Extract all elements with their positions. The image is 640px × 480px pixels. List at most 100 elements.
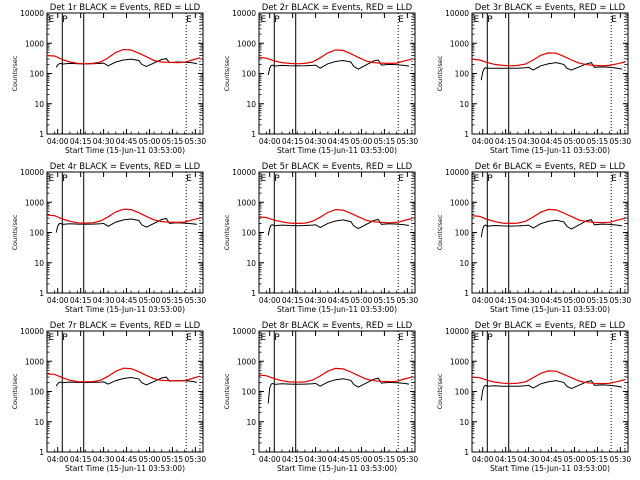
x-tick-label: 05:30 bbox=[610, 137, 632, 146]
x-tick-label: 04:30 bbox=[305, 455, 327, 464]
x-tick-label: 05:15 bbox=[587, 296, 609, 305]
x-tick-label: 04:15 bbox=[495, 137, 517, 146]
x-tick-label: 04:00 bbox=[259, 137, 281, 146]
events-series-line bbox=[267, 377, 409, 404]
marker-label: E bbox=[49, 15, 55, 25]
x-tick-label: 05:00 bbox=[139, 455, 161, 464]
x-tick-label: 05:15 bbox=[587, 137, 609, 146]
x-axis-label: Start Time (15-Jun-11 03:53:00) bbox=[490, 464, 610, 473]
events-series-line bbox=[267, 59, 409, 76]
chart-panel: Det 6r BLACK = Events, RED = LLD 1 10 100 10… bbox=[436, 162, 631, 314]
marker-label: P bbox=[274, 333, 280, 343]
x-tick-label: 04:45 bbox=[541, 296, 563, 305]
y-tick-label: 10 bbox=[34, 100, 44, 109]
plot-frame bbox=[471, 12, 629, 135]
y-tick-label: 1000 bbox=[25, 39, 44, 48]
lld-series-line bbox=[46, 208, 201, 224]
x-axis-label: Start Time (15-Jun-11 03:53:00) bbox=[277, 464, 397, 473]
x-tick-label: 04:00 bbox=[47, 137, 69, 146]
x-tick-label: 05:30 bbox=[185, 296, 207, 305]
x-tick-label: 05:00 bbox=[564, 137, 586, 146]
x-tick-label: 04:45 bbox=[328, 137, 350, 146]
x-tick-label: 05:00 bbox=[351, 296, 373, 305]
y-tick-label: 100 bbox=[242, 388, 257, 397]
y-tick-label: 10000 bbox=[20, 168, 44, 177]
y-tick-label: 100 bbox=[30, 70, 45, 79]
y-axis-label: Counts/sec bbox=[223, 373, 231, 409]
y-tick-label: 10 bbox=[459, 100, 469, 109]
y-tick-label: 10000 bbox=[20, 9, 44, 18]
x-tick-label: 04:00 bbox=[47, 296, 69, 305]
chart-title: Det 1r BLACK = Events, RED = LLD bbox=[50, 3, 201, 13]
y-axis-label: Counts/sec bbox=[436, 55, 444, 91]
y-tick-label: 10000 bbox=[445, 9, 469, 18]
chart-title: Det 4r BLACK = Events, RED = LLD bbox=[50, 162, 201, 172]
lld-series-line bbox=[471, 370, 626, 385]
chart-title: Det 5r BLACK = Events, RED = LLD bbox=[262, 162, 413, 172]
y-tick-label: 10 bbox=[459, 259, 469, 268]
events-series-line bbox=[267, 218, 409, 236]
x-tick-label: 05:00 bbox=[139, 137, 161, 146]
y-axis-label: Counts/sec bbox=[11, 55, 19, 91]
marker-label: P bbox=[62, 174, 68, 184]
y-tick-label: 1 bbox=[39, 130, 44, 139]
x-tick-label: 04:45 bbox=[541, 137, 563, 146]
x-tick-label: 05:15 bbox=[162, 137, 184, 146]
marker-label: P bbox=[274, 15, 280, 25]
y-tick-label: 100 bbox=[242, 70, 257, 79]
marker-label: E bbox=[611, 174, 617, 184]
marker-label: E bbox=[398, 15, 404, 25]
y-tick-label: 1 bbox=[39, 448, 44, 457]
plot-frame bbox=[258, 171, 416, 294]
plot-frame bbox=[46, 330, 204, 453]
marker-label: P bbox=[487, 15, 493, 25]
plot-frame bbox=[46, 12, 204, 135]
y-tick-label: 1000 bbox=[450, 357, 469, 366]
marker-label: E bbox=[398, 333, 404, 343]
chart-title: Det 9r BLACK = Events, RED = LLD bbox=[475, 321, 626, 331]
marker-label: E bbox=[49, 174, 55, 184]
events-series-line bbox=[480, 62, 622, 81]
y-tick-label: 10000 bbox=[445, 168, 469, 177]
y-tick-label: 10000 bbox=[232, 9, 256, 18]
chart-panel: Det 3r BLACK = Events, RED = LLD 1 10 100 10… bbox=[436, 3, 631, 155]
marker-label: E bbox=[611, 15, 617, 25]
chart-title: Det 2r BLACK = Events, RED = LLD bbox=[262, 3, 413, 13]
x-axis-label: Start Time (15-Jun-11 03:53:00) bbox=[277, 146, 397, 155]
y-tick-label: 1000 bbox=[25, 198, 44, 207]
x-axis-label: Start Time (15-Jun-11 03:53:00) bbox=[277, 305, 397, 314]
x-tick-label: 04:15 bbox=[70, 455, 92, 464]
x-tick-label: 04:30 bbox=[305, 137, 327, 146]
y-axis-label: Counts/sec bbox=[11, 373, 19, 409]
x-axis-label: Start Time (15-Jun-11 03:53:00) bbox=[490, 305, 610, 314]
chart-title: Det 3r BLACK = Events, RED = LLD bbox=[475, 3, 626, 13]
x-tick-label: 04:00 bbox=[259, 455, 281, 464]
y-tick-label: 1000 bbox=[450, 198, 469, 207]
y-tick-label: 1 bbox=[464, 130, 469, 139]
x-tick-label: 05:00 bbox=[351, 137, 373, 146]
x-tick-label: 04:00 bbox=[472, 455, 494, 464]
events-series-line bbox=[480, 219, 622, 238]
y-axis-label: Counts/sec bbox=[11, 214, 19, 250]
y-tick-label: 1 bbox=[464, 289, 469, 298]
y-tick-label: 100 bbox=[455, 388, 470, 397]
y-tick-label: 10 bbox=[246, 259, 256, 268]
x-tick-label: 05:30 bbox=[397, 455, 419, 464]
marker-label: E bbox=[261, 333, 267, 343]
lld-series-line bbox=[258, 367, 413, 383]
lld-series-line bbox=[46, 367, 201, 383]
x-tick-label: 05:30 bbox=[185, 137, 207, 146]
x-tick-label: 05:30 bbox=[610, 296, 632, 305]
y-tick-label: 100 bbox=[30, 388, 45, 397]
x-tick-label: 04:45 bbox=[328, 455, 350, 464]
x-tick-label: 05:30 bbox=[185, 455, 207, 464]
marker-label: E bbox=[474, 333, 480, 343]
y-tick-label: 10 bbox=[459, 418, 469, 427]
x-tick-label: 04:15 bbox=[495, 455, 517, 464]
y-tick-label: 10000 bbox=[445, 327, 469, 336]
x-tick-label: 05:00 bbox=[564, 455, 586, 464]
chart-panel: Det 9r BLACK = Events, RED = LLD 1 10 100 10… bbox=[436, 321, 631, 473]
marker-label: E bbox=[261, 15, 267, 25]
chart-title: Det 8r BLACK = Events, RED = LLD bbox=[262, 321, 413, 331]
